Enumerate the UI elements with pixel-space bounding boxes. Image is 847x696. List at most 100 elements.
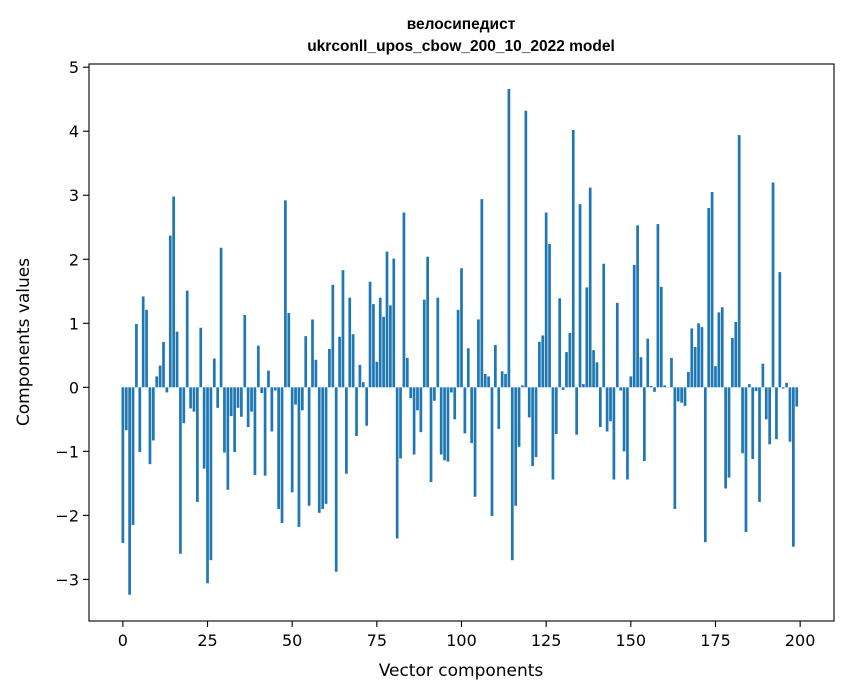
bar [389, 305, 392, 388]
bar [229, 387, 233, 417]
bar [155, 376, 159, 388]
bar [697, 323, 700, 388]
bar [141, 296, 145, 388]
bar [416, 387, 419, 411]
bar [253, 387, 257, 476]
bar [273, 387, 277, 391]
y-axis-label: Components values [14, 258, 34, 426]
bar [626, 387, 629, 480]
y-tick-label: −2 [55, 506, 79, 525]
bar [517, 387, 521, 447]
bar [311, 319, 314, 388]
bar [656, 224, 660, 388]
bar [477, 319, 480, 388]
bar [639, 357, 643, 388]
bar [151, 387, 155, 441]
x-tick-label: 0 [118, 631, 128, 650]
bar [378, 297, 382, 388]
bar [338, 336, 341, 388]
bar [571, 129, 575, 388]
bar [785, 382, 788, 388]
x-tick-label: 100 [446, 631, 477, 650]
chart-title-line-2: ukrconll_upos_cbow_200_10_2022 model [307, 38, 615, 55]
bar [538, 341, 541, 388]
bar [693, 346, 697, 388]
bar [473, 387, 477, 497]
bar [304, 336, 308, 388]
bar [402, 212, 406, 388]
bar [395, 387, 399, 539]
bar [131, 387, 135, 525]
bar [494, 345, 497, 388]
bar [673, 387, 677, 509]
bar [341, 270, 345, 388]
bar [643, 387, 646, 461]
bar [240, 387, 243, 417]
bar [609, 387, 612, 422]
bar-series [121, 88, 799, 595]
bar [619, 387, 623, 391]
bar [128, 387, 131, 595]
bar [162, 341, 165, 388]
bar [724, 387, 727, 489]
bar [595, 362, 599, 388]
bar [687, 371, 690, 388]
bar [405, 357, 409, 388]
bar [754, 387, 758, 392]
bar [680, 387, 683, 403]
bar [358, 364, 362, 388]
bar [185, 290, 189, 388]
bar [216, 387, 220, 408]
bar [158, 365, 162, 388]
bar [328, 348, 331, 388]
bar [446, 387, 450, 462]
x-tick-label: 150 [616, 631, 647, 650]
x-tick-label: 75 [367, 631, 387, 650]
bar [676, 387, 680, 402]
bar [775, 387, 778, 440]
bar [345, 387, 348, 474]
bar [670, 357, 673, 388]
bar [551, 387, 555, 480]
bar [361, 382, 365, 388]
bar [419, 387, 423, 433]
bar [307, 387, 311, 506]
bar [727, 387, 731, 478]
bar [192, 387, 196, 412]
bar [524, 110, 528, 388]
bar [717, 312, 721, 388]
bar [375, 361, 379, 388]
bar [429, 387, 433, 483]
bar [267, 370, 270, 388]
bar [548, 243, 551, 388]
bar [514, 387, 518, 506]
y-tick-label: 2 [69, 250, 79, 269]
bar [223, 387, 226, 453]
bar [720, 307, 724, 388]
bar [355, 387, 358, 436]
chart-title-line-1: велосипедист [407, 16, 516, 33]
bar [314, 359, 318, 388]
bar [284, 200, 287, 388]
bar [554, 387, 558, 435]
bar [196, 387, 199, 502]
bar [209, 387, 213, 561]
bar [761, 363, 765, 388]
bar [290, 387, 294, 493]
bar [179, 387, 182, 554]
bar [792, 387, 795, 547]
bar [460, 268, 463, 388]
bar [483, 373, 487, 388]
bar [507, 88, 511, 388]
bar [260, 387, 264, 394]
bar [263, 387, 267, 476]
bar [541, 335, 545, 388]
bar [348, 297, 352, 388]
bar [504, 373, 507, 388]
bar [781, 387, 785, 389]
bar [212, 358, 216, 388]
bar [277, 387, 280, 509]
bar [659, 286, 663, 388]
bar [382, 316, 385, 388]
bar [168, 235, 172, 388]
